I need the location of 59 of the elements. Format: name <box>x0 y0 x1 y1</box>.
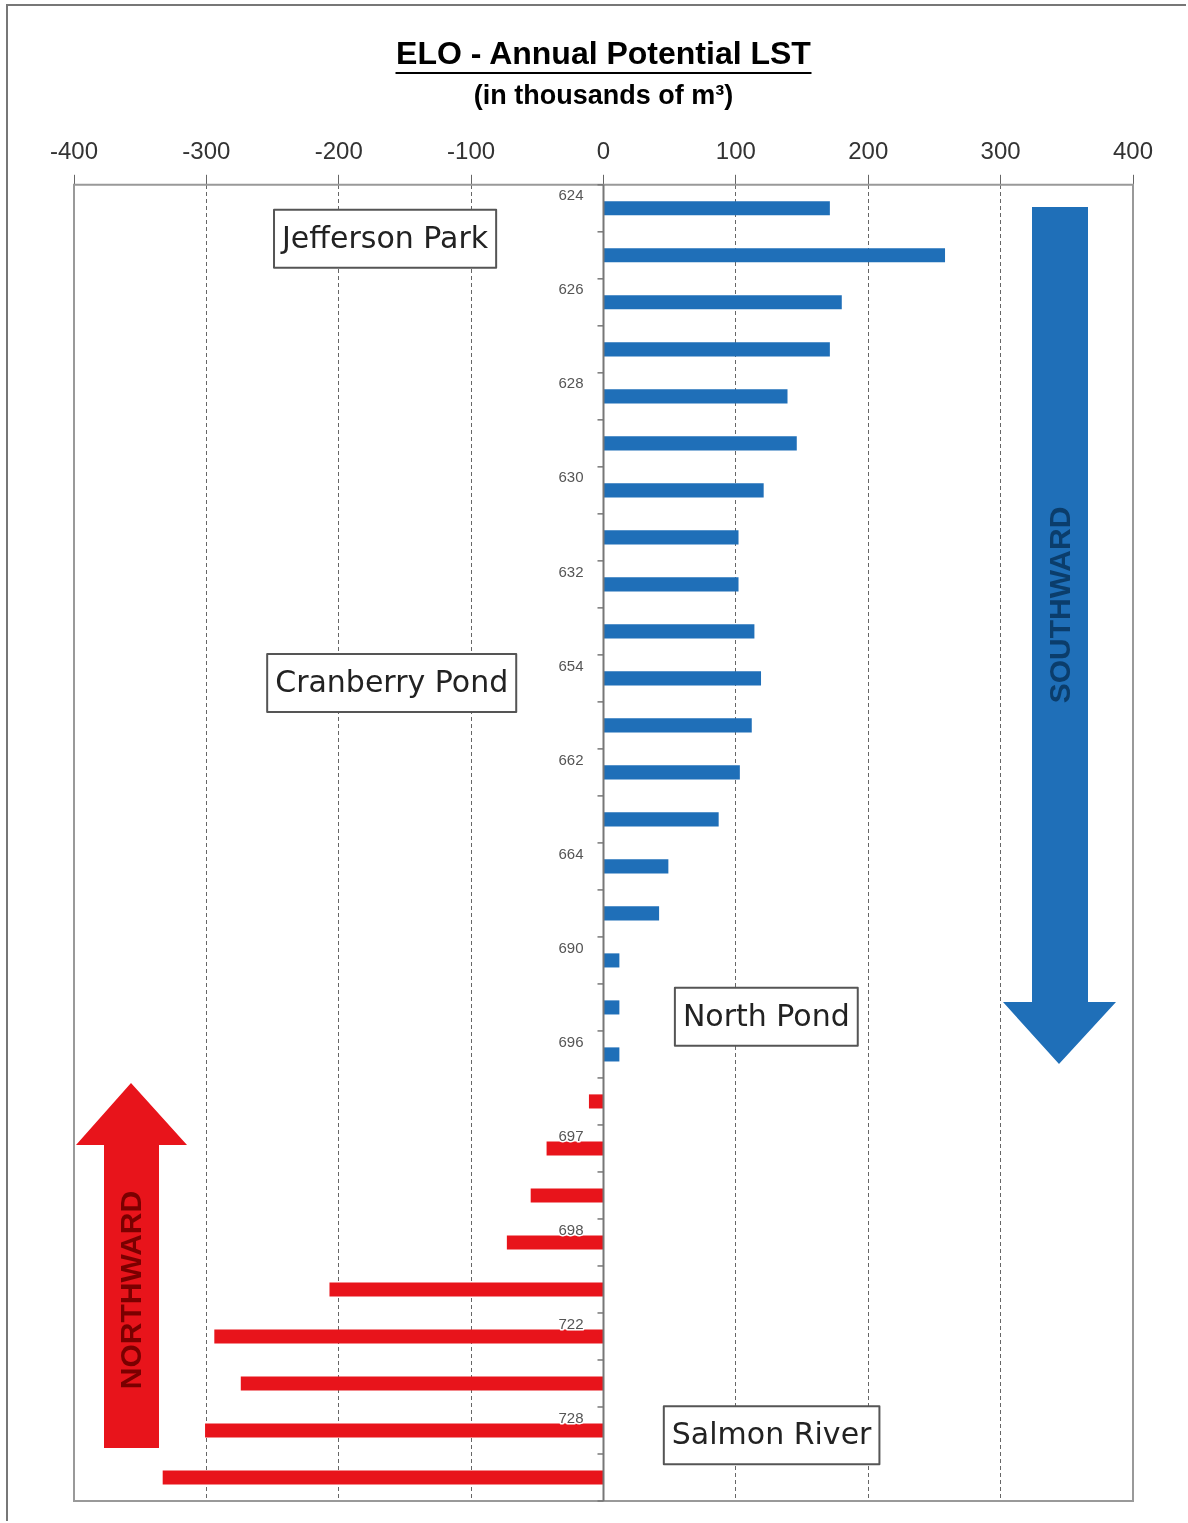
y-tick-label: 628 <box>558 374 584 392</box>
annotation: Cranberry Pond <box>275 663 509 699</box>
bar <box>604 436 797 451</box>
bar <box>604 718 752 733</box>
annotation: Jefferson Park <box>280 219 489 255</box>
y-tick-label: 662 <box>558 750 584 768</box>
bar <box>604 1000 620 1015</box>
bar <box>604 342 830 357</box>
x-tick-label: 300 <box>980 137 1021 165</box>
x-tick-label: 400 <box>1112 137 1154 165</box>
x-tick-label: 100 <box>715 137 756 165</box>
annotation: NORTHWARD <box>114 1190 148 1390</box>
bar <box>604 812 719 827</box>
bar <box>604 248 946 263</box>
bar <box>546 1141 603 1156</box>
bar <box>604 859 669 874</box>
x-tick-label: -300 <box>182 137 231 165</box>
bar <box>604 1047 620 1062</box>
y-tick-label: 696 <box>558 1032 584 1050</box>
chart-title: ELO - Annual Potential LST <box>396 34 812 71</box>
bar <box>240 1376 603 1391</box>
bar <box>588 1094 603 1109</box>
bar <box>604 577 739 592</box>
y-tick-label: 728 <box>558 1408 584 1426</box>
bar <box>329 1282 603 1297</box>
y-tick-label: 632 <box>558 562 584 580</box>
bar <box>604 624 755 639</box>
bar <box>604 906 660 921</box>
bar <box>604 389 788 404</box>
bar <box>604 530 739 545</box>
bar <box>604 201 830 216</box>
bar <box>162 1470 603 1485</box>
bar <box>604 671 762 686</box>
bar <box>604 295 842 310</box>
x-tick-label: 200 <box>848 137 889 165</box>
bar <box>214 1329 603 1344</box>
y-tick-label: 626 <box>558 280 584 298</box>
y-tick-label: 722 <box>558 1314 584 1332</box>
x-tick-label: -100 <box>447 137 496 165</box>
y-tick-label: 654 <box>558 656 584 674</box>
y-tick-label: 698 <box>558 1220 584 1238</box>
bar <box>530 1188 603 1203</box>
x-tick-label: -400 <box>49 137 99 165</box>
annotation: North Pond <box>682 997 850 1033</box>
y-tick-label: 697 <box>558 1126 584 1144</box>
y-tick-label: 664 <box>558 844 584 862</box>
chart-subtitle: (in thousands of m³) <box>473 80 734 111</box>
x-tick-label: -200 <box>314 137 363 165</box>
x-tick-label: 0 <box>596 137 611 165</box>
bar <box>604 483 764 498</box>
bar <box>604 953 620 968</box>
bar <box>205 1423 603 1438</box>
y-tick-label: 690 <box>558 938 584 956</box>
y-tick-label: 624 <box>558 186 584 204</box>
y-tick-label: 630 <box>558 468 584 486</box>
annotation: SOUTHWARD <box>1043 506 1077 704</box>
bar <box>506 1235 603 1250</box>
bar <box>604 765 740 780</box>
annotation: Salmon River <box>671 1415 873 1451</box>
